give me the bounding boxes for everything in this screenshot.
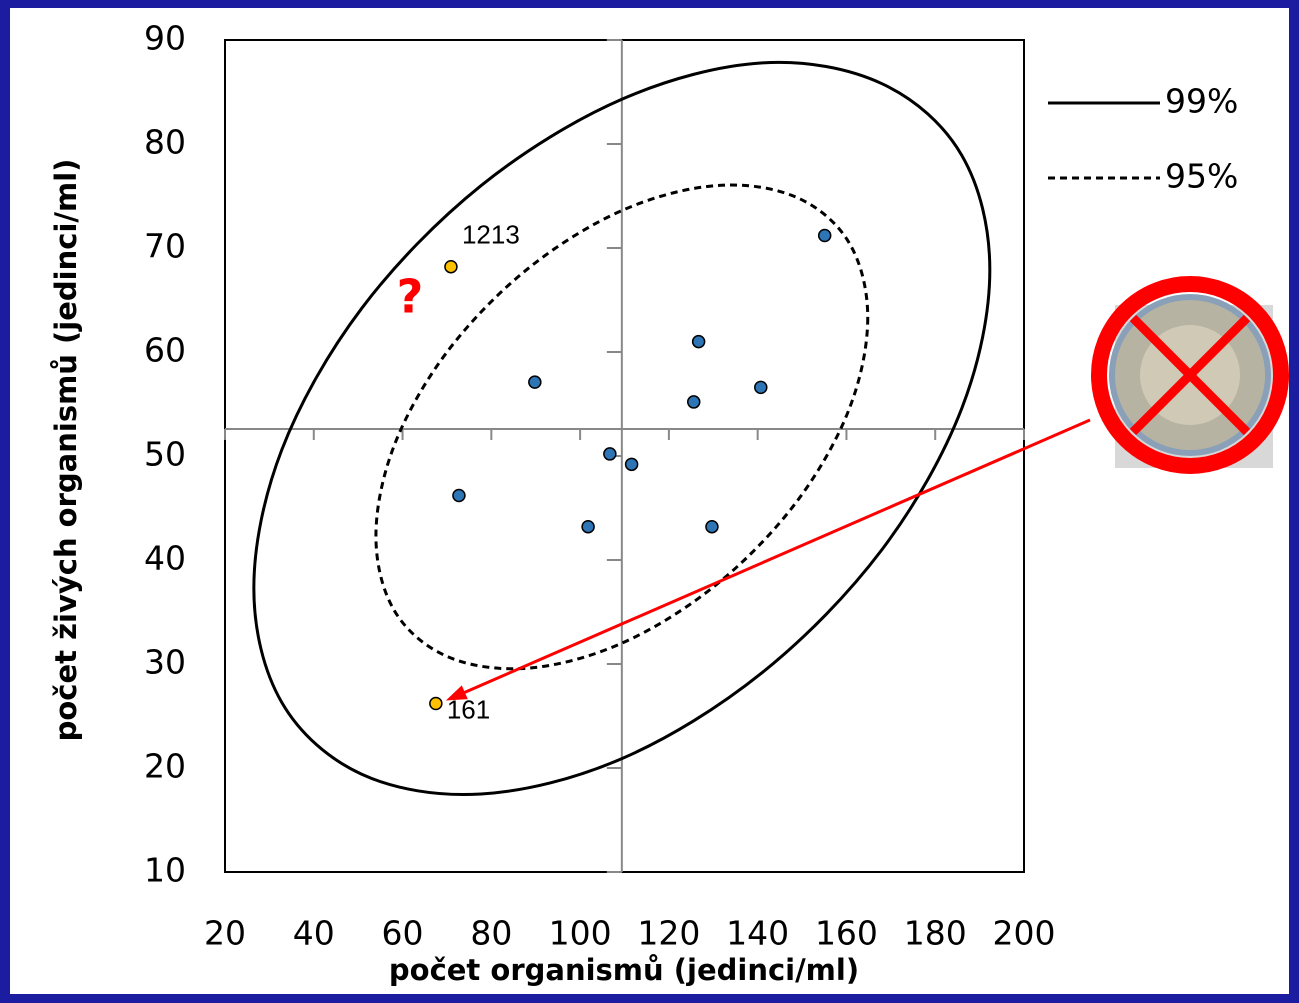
- point: [754, 380, 768, 395]
- legend-label: 99%: [1165, 82, 1238, 121]
- x-tick-label: 180: [904, 914, 967, 953]
- x-tick-label: 80: [470, 914, 512, 953]
- x-tick-label: 20: [204, 914, 246, 953]
- y-axis-title: počet živých organismů (jedinci/ml): [49, 159, 83, 742]
- arrow-head: [445, 685, 468, 701]
- point: [528, 375, 542, 389]
- x-tick-label: 40: [293, 914, 335, 953]
- panel: [10, 8, 1289, 994]
- point: [444, 259, 458, 274]
- x-tick-label: 140: [726, 914, 789, 953]
- x-tick-label: 100: [549, 914, 612, 953]
- y-tick-label: 50: [144, 435, 186, 474]
- y-tick-label: 60: [144, 331, 186, 370]
- y-tick-label: 10: [144, 851, 186, 890]
- point: [686, 395, 701, 409]
- legend-label: 95%: [1165, 157, 1238, 196]
- y-tick-label: 40: [144, 539, 186, 578]
- point: [429, 696, 443, 711]
- ellipse: [374, 183, 870, 671]
- y-tick-label: 80: [144, 123, 186, 162]
- point: [705, 519, 719, 534]
- arrow-line: [459, 418, 1091, 696]
- point-label: 161: [447, 694, 490, 724]
- x-axis-title: počet organismů (jedinci/ml): [389, 953, 859, 987]
- x-tick-label: 200: [993, 914, 1056, 953]
- plot-frame: [224, 39, 1025, 873]
- y-tick-label: 30: [144, 643, 186, 682]
- y-tick-label: 20: [144, 747, 186, 786]
- point-label: 1213: [462, 220, 520, 250]
- annotation: ?: [397, 270, 424, 324]
- point: [581, 519, 595, 534]
- point: [691, 334, 706, 349]
- point: [817, 228, 832, 243]
- x-tick-label: 120: [637, 914, 700, 953]
- y-tick-label: 90: [144, 19, 186, 58]
- point: [452, 488, 466, 503]
- x-tick-label: 160: [815, 914, 878, 953]
- ellipse: [252, 60, 992, 796]
- y-tick-label: 70: [144, 227, 186, 266]
- x-tick-label: 60: [382, 914, 424, 953]
- point: [624, 457, 639, 472]
- rejected-icon: [1091, 276, 1289, 474]
- point: [603, 447, 617, 461]
